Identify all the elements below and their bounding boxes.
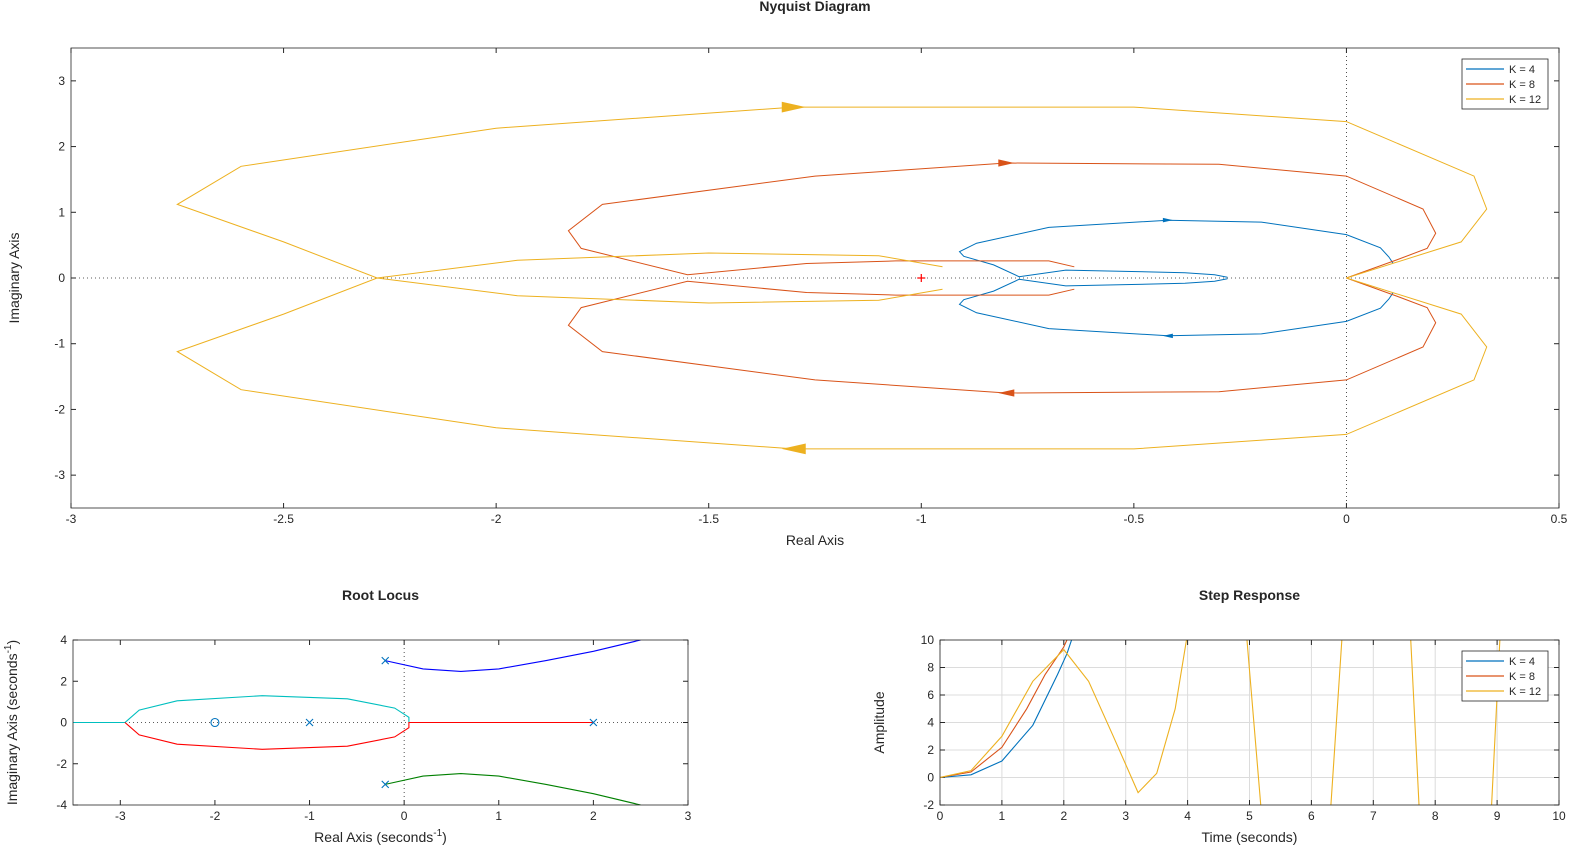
series-line bbox=[940, 640, 1068, 779]
y-tick-label: 3 bbox=[58, 74, 65, 88]
y-tick-label: -3 bbox=[54, 468, 65, 482]
x-tick-label: 3 bbox=[1122, 809, 1129, 823]
y-tick-label: -1 bbox=[54, 337, 65, 351]
y-axis-label: Imaginary Axis bbox=[6, 232, 22, 323]
x-tick-label: 8 bbox=[1432, 809, 1439, 823]
x-tick-label: 2 bbox=[1060, 809, 1067, 823]
plot-0: -3 -2.5 -2 -1.5 -1 -0.5 0 0.5 -3 -2 -1 0 1 2 3 Nyquist … bbox=[6, 0, 1568, 548]
legend-entry: K = 4 bbox=[1509, 656, 1535, 668]
y-tick-label: 6 bbox=[927, 688, 934, 702]
pole-marker bbox=[589, 718, 598, 727]
plot-frame bbox=[72, 639, 689, 806]
x-tick-label: -2.5 bbox=[273, 512, 294, 526]
y-axis-label: Amplitude bbox=[871, 691, 887, 753]
y-tick-label: 4 bbox=[927, 716, 934, 730]
y-tick-label: 4 bbox=[60, 633, 67, 647]
y-tick-label: 0 bbox=[58, 271, 65, 285]
locus-branch bbox=[73, 695, 410, 724]
y-tick-label: -4 bbox=[56, 798, 67, 812]
x-tick-label: 2 bbox=[590, 809, 597, 823]
x-tick-label: -3 bbox=[66, 512, 77, 526]
legend-entry: K = 8 bbox=[1509, 671, 1535, 683]
y-tick-label: -2 bbox=[923, 798, 934, 812]
data-layer bbox=[940, 640, 1501, 805]
series-line-upper bbox=[958, 219, 1394, 278]
legend: K = 4 K = 8 K = 12 bbox=[1461, 650, 1549, 702]
series-line-upper bbox=[176, 106, 1488, 279]
y-tick-label: 2 bbox=[927, 743, 934, 757]
x-tick-label: -2 bbox=[491, 512, 502, 526]
legend-entry: K = 8 bbox=[1509, 79, 1535, 91]
y-tick-label: -2 bbox=[56, 757, 67, 771]
x-tick-label: 0 bbox=[937, 809, 944, 823]
x-tick-label: -0.5 bbox=[1124, 512, 1145, 526]
y-tick-label: 1 bbox=[58, 205, 65, 219]
series-line bbox=[940, 640, 1501, 805]
x-tick-label: -1 bbox=[916, 512, 927, 526]
pole-marker bbox=[305, 718, 314, 727]
x-tick-label: 5 bbox=[1246, 809, 1253, 823]
x-axis-label: Real Axis (seconds-1) bbox=[314, 828, 447, 845]
x-tick-label: -1 bbox=[304, 809, 315, 823]
x-tick-label: 0 bbox=[1343, 512, 1350, 526]
direction-arrow bbox=[781, 443, 806, 455]
x-tick-label: -1.5 bbox=[698, 512, 719, 526]
y-tick-label: 8 bbox=[927, 661, 934, 675]
x-tick-label: 9 bbox=[1494, 809, 1501, 823]
x-tick-label: -2 bbox=[210, 809, 221, 823]
y-tick-label: 0 bbox=[927, 771, 934, 785]
locus-branch bbox=[124, 721, 594, 750]
locus-branch bbox=[385, 773, 641, 805]
chart-title: Step Response bbox=[1199, 587, 1300, 603]
chart-title: Nyquist Diagram bbox=[759, 0, 870, 14]
legend: K = 4 K = 8 K = 12 bbox=[1461, 58, 1549, 110]
y-tick-label: 0 bbox=[60, 716, 67, 730]
data-layer bbox=[73, 640, 688, 805]
x-tick-label: 1 bbox=[495, 809, 502, 823]
y-tick-label: 10 bbox=[921, 633, 935, 647]
direction-arrow bbox=[781, 101, 806, 113]
direction-arrow bbox=[998, 389, 1015, 397]
critical-point-marker bbox=[917, 274, 926, 282]
x-tick-label: -3 bbox=[115, 809, 126, 823]
plot-frame bbox=[939, 639, 1560, 806]
series-line-lower bbox=[958, 278, 1394, 337]
legend-entry: K = 4 bbox=[1509, 64, 1535, 76]
x-tick-label: 6 bbox=[1308, 809, 1315, 823]
y-tick-label: 2 bbox=[58, 140, 65, 154]
legend-entry: K = 12 bbox=[1509, 94, 1541, 106]
data-layer bbox=[71, 48, 1559, 508]
chart-title: Root Locus bbox=[342, 587, 419, 603]
legend-entry: K = 12 bbox=[1509, 686, 1541, 698]
x-tick-label: 10 bbox=[1552, 809, 1566, 823]
x-tick-label: 0.5 bbox=[1551, 512, 1568, 526]
x-tick-label: 3 bbox=[685, 809, 692, 823]
y-tick-label: 2 bbox=[60, 674, 67, 688]
locus-branch bbox=[385, 640, 641, 672]
x-axis-label: Time (seconds) bbox=[1202, 829, 1298, 845]
y-axis-label: Imaginary Axis (seconds-1) bbox=[3, 640, 20, 805]
direction-arrow bbox=[1162, 217, 1173, 223]
x-tick-label: 0 bbox=[401, 809, 408, 823]
x-tick-label: 4 bbox=[1184, 809, 1191, 823]
x-tick-label: 7 bbox=[1370, 809, 1377, 823]
plot-frame bbox=[70, 47, 1560, 509]
plot-1: -3 -2 -1 0 1 2 3 -4 -2 0 2 4 Root Locus Real Axis (se… bbox=[3, 587, 692, 845]
x-axis-label: Real Axis bbox=[786, 532, 844, 548]
x-tick-label: 1 bbox=[999, 809, 1006, 823]
direction-arrow bbox=[998, 159, 1015, 167]
zero-marker bbox=[210, 717, 220, 728]
direction-arrow bbox=[1162, 333, 1173, 339]
pole-marker bbox=[381, 780, 390, 789]
y-tick-label: -2 bbox=[54, 402, 65, 416]
pole-marker bbox=[381, 656, 390, 665]
series-line-lower bbox=[176, 277, 1488, 450]
